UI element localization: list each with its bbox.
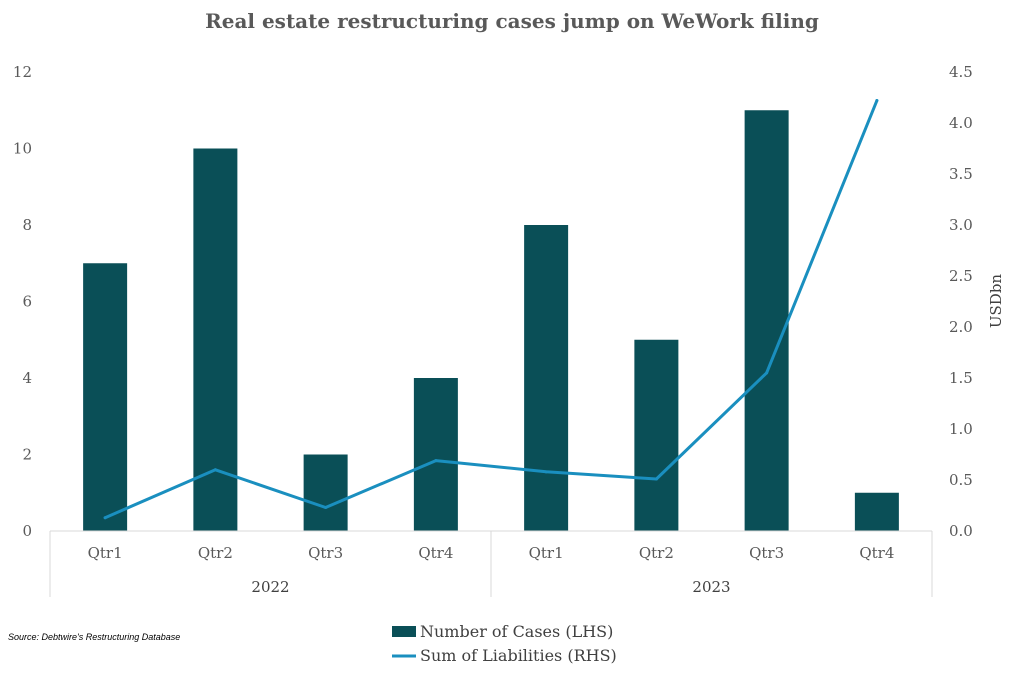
line-point: [544, 470, 548, 474]
right-tick-label: 2.5: [949, 267, 973, 285]
x-tick-label: Qtr1: [88, 544, 123, 562]
x-tick-label: Qtr3: [749, 544, 784, 562]
bar: [744, 110, 789, 531]
right-tick-label: 2.0: [949, 318, 973, 336]
x-tick-label: Qtr4: [859, 544, 894, 562]
legend-item-line: Sum of Liabilities (RHS): [392, 646, 617, 665]
left-tick-label: 12: [13, 63, 32, 81]
line-point: [103, 516, 107, 520]
left-tick-label: 0: [22, 522, 32, 540]
right-tick-label: 3.5: [949, 165, 973, 183]
bar: [303, 454, 348, 531]
series-line: [103, 99, 879, 520]
line-point: [654, 477, 658, 481]
left-tick-label: 6: [22, 293, 32, 311]
line-point: [213, 468, 217, 472]
right-tick-label: 1.5: [949, 369, 973, 387]
legend-swatch-bar: [392, 626, 416, 637]
right-tick-label: 1.0: [949, 420, 973, 438]
left-tick-label: 2: [22, 446, 32, 464]
bar: [83, 263, 128, 531]
x-tick-label: Qtr3: [308, 544, 343, 562]
left-axis-ticks: 0 2 4 6 8 10 12: [13, 63, 32, 540]
bar: [413, 378, 458, 531]
x-axis: 2022 2023 Qtr1 Qtr2 Qtr3 Qtr4 Qtr1 Qtr2 Qtr3 Qtr4: [49, 530, 933, 597]
chart-title: Real estate restructuring cases jump on …: [205, 9, 819, 33]
x-tick-label: Qtr2: [198, 544, 233, 562]
x-group-label: 2022: [251, 578, 289, 596]
right-tick-label: 0.0: [949, 522, 973, 540]
bars-group: [83, 110, 899, 531]
left-tick-label: 8: [22, 216, 32, 234]
bar: [193, 148, 238, 531]
legend: Number of Cases (LHS) Sum of Liabilities …: [392, 622, 617, 665]
x-group-label: 2023: [692, 578, 730, 596]
left-tick-label: 4: [22, 369, 32, 387]
legend-label-bars: Number of Cases (LHS): [420, 622, 613, 641]
legend-label-line: Sum of Liabilities (RHS): [420, 646, 617, 665]
line-point: [434, 459, 438, 463]
source-note: Source: Debtwire's Restructuring Databas…: [8, 632, 180, 642]
right-axis-ticks: 0.0 0.5 1.0 1.5 2.0 2.5 3.0 3.5 4.0 4.5: [949, 63, 973, 540]
line-series-group: [103, 99, 879, 520]
bar: [524, 225, 569, 531]
x-tick-label: Qtr2: [639, 544, 674, 562]
line-point: [875, 99, 879, 103]
left-tick-label: 10: [13, 140, 32, 158]
legend-item-bars: Number of Cases (LHS): [392, 622, 613, 641]
line-point: [765, 371, 769, 375]
right-axis-title: USDbn: [987, 274, 1005, 329]
bar: [854, 492, 899, 531]
right-tick-label: 4.0: [949, 114, 973, 132]
right-tick-label: 3.0: [949, 216, 973, 234]
right-tick-label: 4.5: [949, 63, 973, 81]
x-tick-label: Qtr1: [529, 544, 564, 562]
bar: [634, 339, 679, 531]
right-tick-label: 0.5: [949, 471, 973, 489]
line-point: [324, 506, 328, 510]
x-tick-label: Qtr4: [418, 544, 453, 562]
